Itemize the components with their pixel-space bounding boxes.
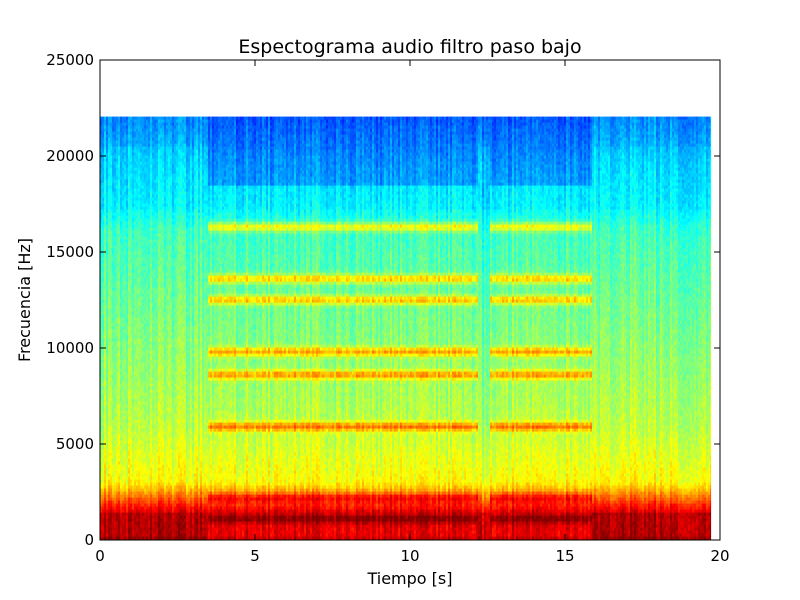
y-tick-label: 15000 [46, 243, 94, 261]
x-tick-label: 5 [250, 547, 260, 565]
y-tick-label: 5000 [56, 435, 94, 453]
spectrogram-image [100, 117, 711, 541]
x-tick-label: 15 [555, 547, 574, 565]
y-tick-label: 10000 [46, 339, 94, 357]
y-tick-label: 25000 [46, 51, 94, 69]
x-tick-label: 0 [95, 547, 105, 565]
y-tick-label: 0 [84, 531, 94, 549]
y-tick-label: 20000 [46, 147, 94, 165]
x-tick-label: 10 [400, 547, 419, 565]
chart-title: Espectograma audio filtro paso bajo [238, 36, 581, 58]
x-tick-label: 20 [710, 547, 729, 565]
x-axis-label: Tiempo [s] [366, 569, 452, 588]
plot-area [100, 60, 720, 540]
y-axis-label: Frecuencia [Hz] [15, 238, 34, 362]
